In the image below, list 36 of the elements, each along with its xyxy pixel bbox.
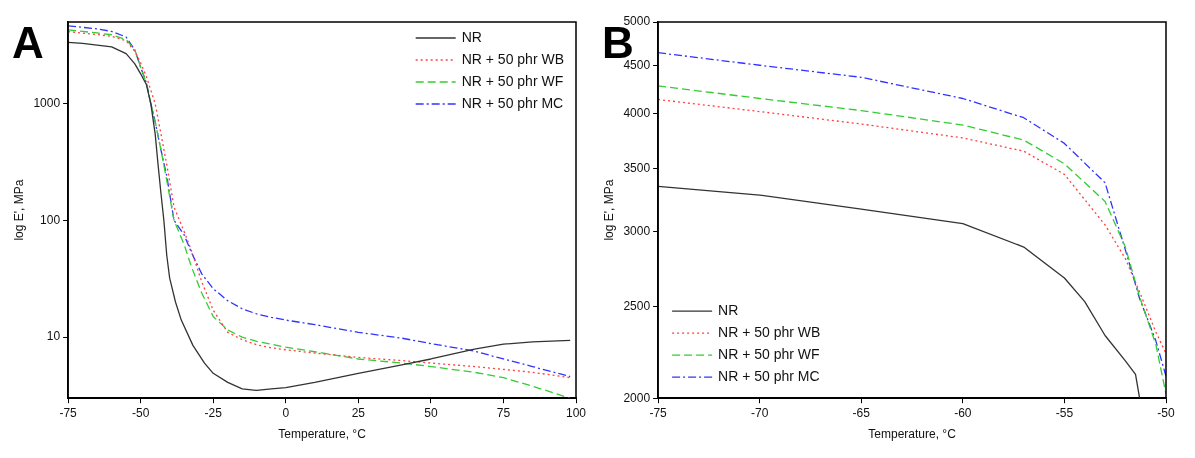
y-tick-label: 4500 xyxy=(623,57,651,72)
legend-label: NR + 50 phr WF xyxy=(461,72,564,89)
legend-label: NR + 50 phr MC xyxy=(718,368,820,385)
x-tick-label: -75 xyxy=(649,405,668,420)
x-axis-title: Temperature, °C xyxy=(868,427,957,442)
legend-label: NR + 50 phr MC xyxy=(461,94,564,111)
x-tick-label: -50 xyxy=(131,405,150,420)
x-tick-label: -55 xyxy=(1055,405,1074,420)
x-tick-label: 25 xyxy=(351,405,366,420)
x-axis-title: Temperature, °C xyxy=(278,427,367,442)
y-tick-label: 10 xyxy=(46,329,61,344)
x-tick-label: -60 xyxy=(954,405,972,420)
legend-label: NR xyxy=(718,302,739,319)
y-tick-label: 2500 xyxy=(623,298,651,313)
y-axis-title: log E', MPa xyxy=(11,179,26,241)
legend-label: NR xyxy=(461,28,482,45)
x-tick-label: -25 xyxy=(204,405,223,420)
x-tick-label: 50 xyxy=(424,405,438,420)
y-tick-label: 1000 xyxy=(33,95,61,110)
chart-title: A xyxy=(12,18,44,67)
y-tick-label: 4000 xyxy=(623,105,651,120)
x-tick-label: 75 xyxy=(496,405,511,420)
x-tick-label: 0 xyxy=(282,405,290,420)
y-tick-label: 3500 xyxy=(623,160,651,175)
legend-label: NR + 50 phr WF xyxy=(718,346,820,363)
x-tick-label: 100 xyxy=(565,405,587,420)
x-tick-label: -65 xyxy=(852,405,871,420)
y-tick-label: 3000 xyxy=(623,224,651,239)
y-tick-label: 2000 xyxy=(623,390,651,405)
x-tick-label: -75 xyxy=(59,405,78,420)
y-tick-label: 100 xyxy=(40,212,61,227)
legend-label: NR + 50 phr WB xyxy=(718,324,821,341)
legend-label: NR + 50 phr WB xyxy=(461,50,565,67)
x-tick-label: -70 xyxy=(751,405,769,420)
x-tick-label: -50 xyxy=(1157,405,1175,420)
y-axis-title: log E', MPa xyxy=(601,179,616,241)
